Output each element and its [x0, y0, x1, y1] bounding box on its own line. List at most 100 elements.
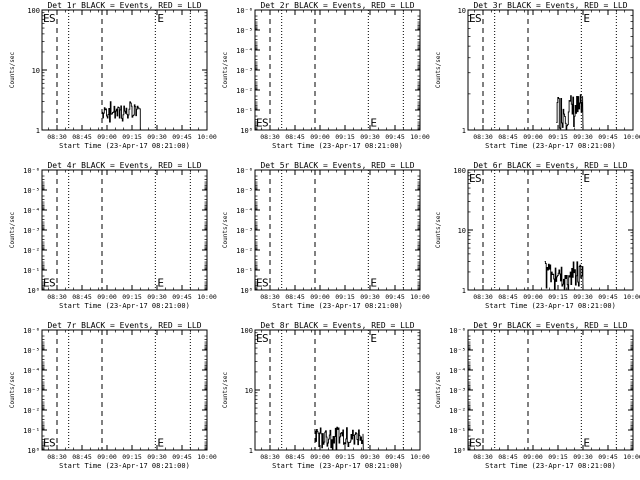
y-tick-label: 10⁰ [240, 287, 253, 295]
x-tick-label: 09:00 [97, 453, 117, 461]
start-marker-left: E [43, 12, 50, 25]
x-tick-label: 10:00 [410, 453, 430, 461]
y-tick-label: 10⁻¹ [236, 107, 253, 115]
start-marker-label: S [475, 437, 482, 450]
plot-frame [254, 329, 421, 451]
y-tick-label: 1 [462, 127, 466, 135]
x-axis-label: Start Time (23-Apr-17 08:21:00) [59, 462, 190, 470]
x-tick-label: 08:30 [47, 453, 67, 461]
event-histogram-series [315, 426, 364, 451]
start-marker-label: S [49, 277, 56, 290]
x-tick-label: 09:15 [335, 133, 355, 141]
end-marker-label: E [370, 277, 377, 290]
x-tick-label: 08:30 [260, 453, 280, 461]
x-tick-label: 09:15 [335, 453, 355, 461]
start-marker-left: E [256, 332, 263, 345]
y-tick-label: 10⁻⁵ [236, 187, 253, 195]
x-tick-label: 09:15 [335, 293, 355, 301]
x-tick-label: 08:30 [260, 293, 280, 301]
y-tick-label: 10⁻⁵ [449, 347, 466, 355]
y-tick-label: 100 [453, 167, 466, 175]
x-tick-label: 10:00 [197, 453, 217, 461]
start-marker-label: S [49, 437, 56, 450]
x-axis-label: Start Time (23-Apr-17 08:21:00) [59, 142, 190, 150]
y-tick-label: 10⁻⁶ [23, 327, 40, 335]
y-tick-label: 10⁻⁵ [23, 187, 40, 195]
x-tick-label: 09:45 [172, 293, 192, 301]
start-marker-left: E [256, 277, 263, 290]
plot-frame [467, 329, 634, 451]
chart-title: Det 7r BLACK = Events, RED = LLD [47, 321, 201, 330]
chart-panel-4: Det 4r BLACK = Events, RED = LLD Counts/s… [9, 161, 217, 310]
y-tick-label: 1 [249, 447, 253, 455]
y-tick-label: 10⁻⁵ [23, 347, 40, 355]
x-tick-label: 09:00 [310, 293, 330, 301]
x-tick-label: 09:00 [310, 453, 330, 461]
x-tick-label: 09:00 [97, 133, 117, 141]
x-tick-label: 10:00 [623, 293, 640, 301]
x-tick-label: 09:30 [573, 293, 593, 301]
x-tick-label: 09:15 [548, 453, 568, 461]
plot-frame [254, 169, 421, 291]
x-tick-label: 09:30 [147, 133, 167, 141]
start-marker-left: E [43, 437, 50, 450]
end-marker-label: E [157, 12, 164, 25]
x-tick-label: 08:45 [498, 133, 518, 141]
x-tick-label: 08:30 [473, 293, 493, 301]
x-tick-label: 09:45 [385, 293, 405, 301]
chart-title: Det 6r BLACK = Events, RED = LLD [473, 161, 627, 170]
x-tick-label: 09:30 [147, 293, 167, 301]
y-tick-label: 10⁻⁶ [449, 327, 466, 335]
y-axis-label: Counts/sec [222, 52, 229, 89]
y-axis-label: Counts/sec [435, 372, 442, 409]
x-axis-label: Start Time (23-Apr-17 08:21:00) [59, 302, 190, 310]
y-axis-label: Counts/sec [9, 212, 16, 249]
x-tick-label: 08:30 [260, 133, 280, 141]
x-tick-label: 08:45 [285, 293, 305, 301]
y-tick-label: 10⁻² [23, 407, 40, 415]
start-marker-label: S [475, 172, 482, 185]
chart-title: Det 3r BLACK = Events, RED = LLD [473, 1, 627, 10]
y-tick-label: 10⁻² [236, 247, 253, 255]
event-histogram-series [556, 94, 584, 131]
x-tick-label: 09:00 [523, 293, 543, 301]
event-histogram-series [102, 101, 141, 130]
chart-panel-3: Det 3r BLACK = Events, RED = LLD Counts/s… [435, 1, 640, 150]
chart-title: Det 5r BLACK = Events, RED = LLD [260, 161, 414, 170]
x-tick-label: 09:15 [548, 293, 568, 301]
x-tick-label: 09:00 [523, 133, 543, 141]
x-tick-label: 09:00 [310, 133, 330, 141]
y-tick-label: 10⁻⁵ [236, 27, 253, 35]
x-tick-label: 10:00 [197, 293, 217, 301]
start-marker-label: S [49, 12, 56, 25]
x-tick-label: 09:30 [360, 453, 380, 461]
y-tick-label: 10⁻⁴ [23, 207, 40, 215]
y-tick-label: 10⁻¹ [236, 267, 253, 275]
y-tick-label: 10⁻⁴ [236, 47, 253, 55]
x-axis-label: Start Time (23-Apr-17 08:21:00) [272, 302, 403, 310]
plot-frame [254, 9, 421, 131]
y-tick-label: 10 [32, 67, 40, 75]
y-tick-label: 10⁻⁴ [23, 367, 40, 375]
x-tick-label: 09:45 [598, 453, 618, 461]
y-tick-label: 10⁻⁴ [449, 367, 466, 375]
start-marker-left: E [469, 12, 476, 25]
x-tick-label: 09:45 [598, 133, 618, 141]
y-tick-label: 100 [27, 7, 40, 15]
y-tick-label: 10⁻³ [449, 387, 466, 395]
x-tick-label: 08:45 [285, 133, 305, 141]
y-axis-label: Counts/sec [9, 52, 16, 89]
y-tick-label: 10⁻² [23, 247, 40, 255]
x-tick-label: 08:45 [498, 293, 518, 301]
y-tick-label: 10⁻² [449, 407, 466, 415]
y-tick-label: 10⁻¹ [23, 267, 40, 275]
y-tick-label: 10 [458, 227, 466, 235]
y-tick-label: 10⁰ [453, 447, 466, 455]
x-tick-label: 09:45 [598, 293, 618, 301]
plot-frame [467, 9, 634, 131]
x-tick-label: 09:15 [122, 453, 142, 461]
x-tick-label: 09:00 [523, 453, 543, 461]
y-tick-label: 10⁻¹ [23, 427, 40, 435]
x-tick-label: 10:00 [410, 293, 430, 301]
